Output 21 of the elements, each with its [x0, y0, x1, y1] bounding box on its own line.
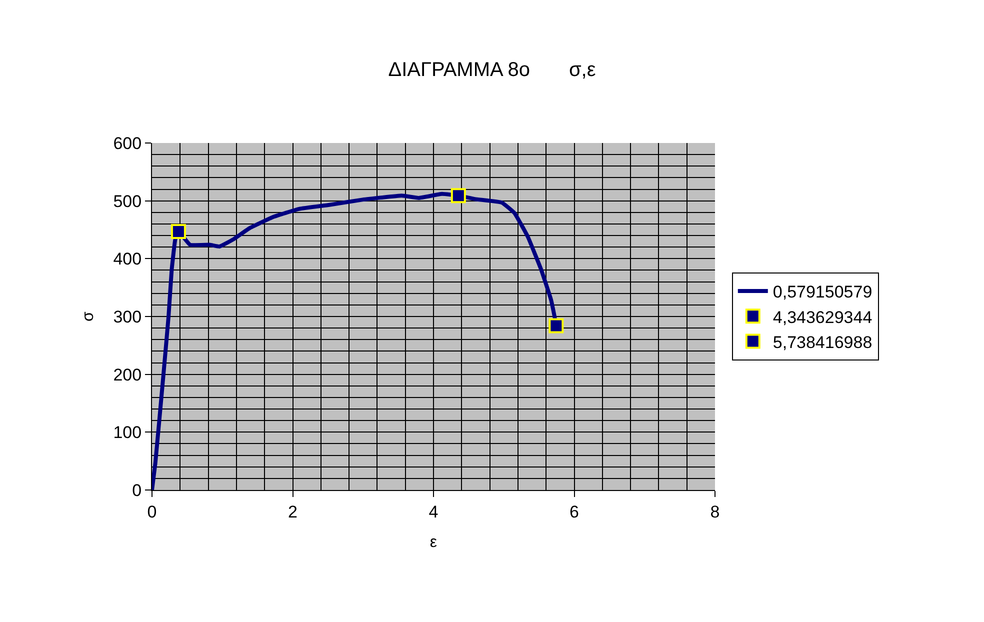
- x-axis-title: ε: [430, 534, 438, 552]
- y-tick-label: 200: [113, 365, 142, 384]
- y-tick-label: 400: [113, 250, 142, 269]
- legend-label: 5,738416988: [772, 332, 872, 352]
- y-tick-label: 300: [113, 307, 142, 326]
- legend-label: 0,579150579: [772, 282, 872, 302]
- y-tick-label: 0: [132, 480, 142, 500]
- point: [548, 318, 564, 334]
- point: [170, 224, 186, 239]
- point: [450, 188, 466, 204]
- chart-title: ΔΙΑΓΡΑΜΜΑ 8ο σ,ε: [388, 59, 596, 82]
- x-tick-label: 2: [288, 502, 298, 522]
- x-tick-label: 4: [428, 502, 438, 522]
- y-axis-title: σ: [80, 311, 98, 322]
- y-tick-label: 600: [113, 134, 142, 153]
- legend-label: 4,343629344: [772, 308, 872, 327]
- y-tick-label: 500: [113, 192, 142, 211]
- x-tick-label: 0: [147, 502, 157, 522]
- y-tick-label: 100: [113, 423, 142, 442]
- x-tick-label: 8: [710, 502, 720, 522]
- x-tick-label: 6: [570, 502, 579, 522]
